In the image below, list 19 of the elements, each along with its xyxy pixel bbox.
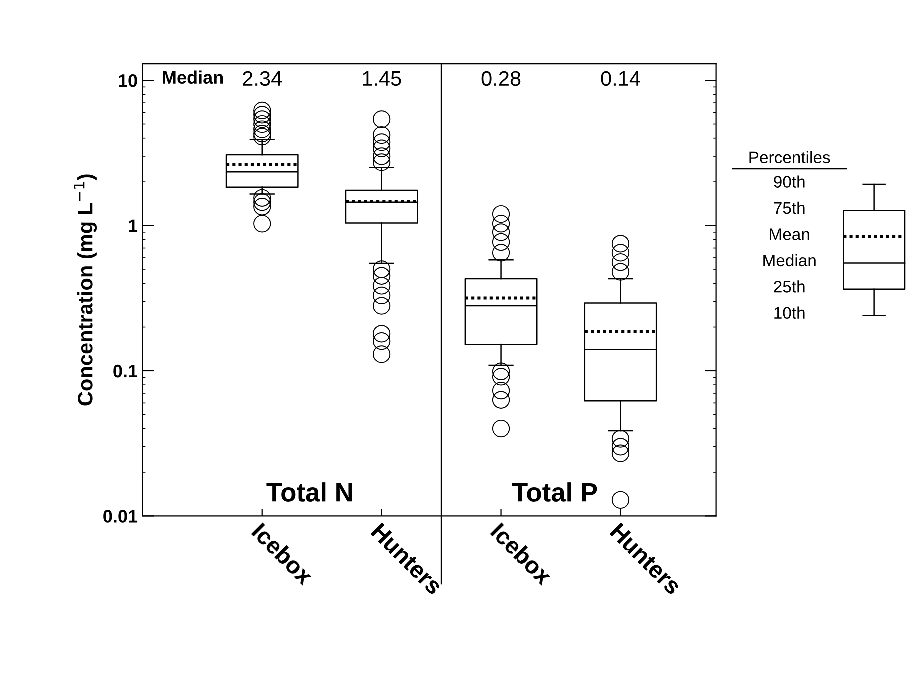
text: 1.45	[363, 72, 402, 86]
text: 75th	[774, 202, 805, 214]
text: 25th	[774, 280, 805, 293]
text: 0.28	[482, 71, 521, 86]
y-tick-label: 1	[129, 220, 138, 232]
text: Mean	[770, 228, 810, 240]
annotation: Median	[163, 70, 224, 84]
y-tick-label: 0.1	[114, 364, 138, 378]
y-tick-label: 0.01	[104, 510, 138, 523]
y-tick-label: 10	[119, 74, 138, 88]
y-axis-title: Concentration (mg L$^{−1}$)	[74, 174, 98, 406]
text: Median	[764, 254, 816, 267]
text: 2.34	[243, 71, 282, 86]
legend-title: Percentiles	[750, 151, 830, 164]
text: 0.14	[601, 71, 640, 86]
text: 10th	[774, 306, 805, 320]
annotation: Total N	[266, 482, 352, 502]
annotation: Total P	[512, 482, 598, 502]
text: 90th	[774, 176, 805, 188]
